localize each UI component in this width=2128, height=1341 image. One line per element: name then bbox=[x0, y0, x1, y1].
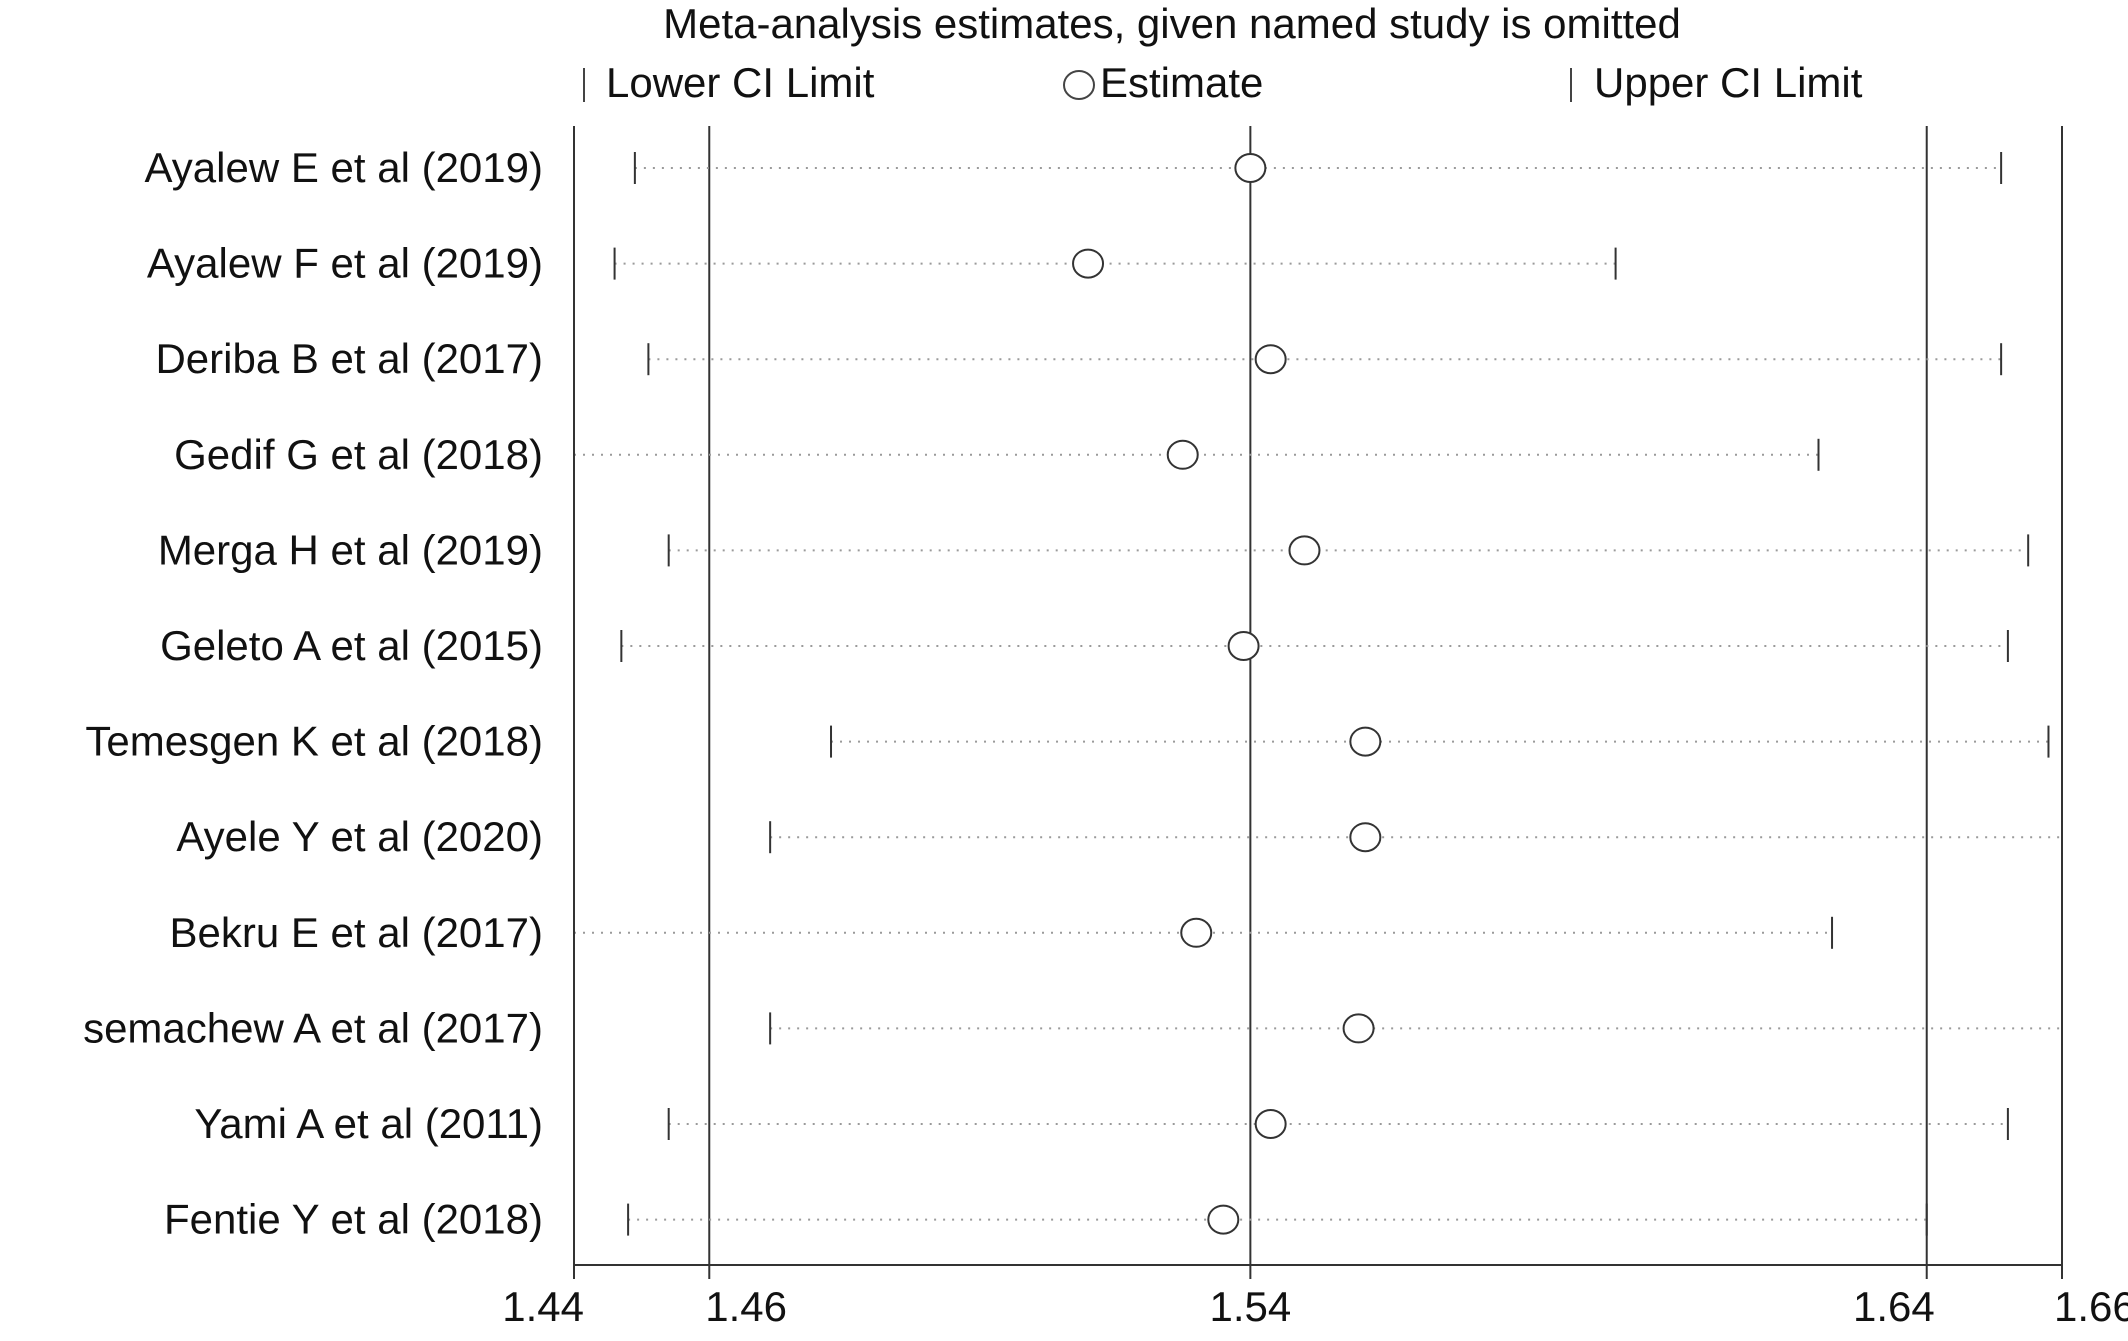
legend-estimate-circle bbox=[1063, 70, 1095, 100]
study-label: Geleto A et al (2015) bbox=[160, 622, 543, 669]
estimate-marker bbox=[1288, 535, 1321, 566]
study-label: Ayalew F et al (2019) bbox=[147, 240, 543, 287]
study-label: Ayele Y et al (2020) bbox=[176, 813, 543, 860]
study-label: Gedif G et al (2018) bbox=[174, 431, 543, 478]
estimate-marker bbox=[1227, 631, 1260, 661]
estimate-marker bbox=[1349, 726, 1382, 757]
estimate-marker bbox=[1342, 1013, 1375, 1044]
estimate-marker bbox=[1234, 153, 1267, 183]
x-tick-label: 1.54 bbox=[1209, 1283, 1291, 1330]
x-tick-label: 1.66 bbox=[2054, 1283, 2128, 1330]
estimate-marker bbox=[1207, 1204, 1240, 1235]
estimate-marker bbox=[1072, 248, 1105, 279]
study-label: Merga H et al (2019) bbox=[158, 526, 543, 573]
estimate-marker bbox=[1254, 344, 1287, 375]
estimate-marker bbox=[1349, 822, 1382, 853]
estimate-marker bbox=[1180, 917, 1213, 948]
study-label: Bekru E et al (2017) bbox=[169, 909, 543, 956]
legend-upper-label: Upper CI Limit bbox=[1594, 59, 1863, 106]
x-tick-label: 1.64 bbox=[1853, 1283, 1935, 1330]
chart-title: Meta-analysis estimates, given named stu… bbox=[663, 0, 1681, 47]
x-tick-label: 1.46 bbox=[705, 1283, 787, 1330]
study-label: Fentie Y et al (2018) bbox=[164, 1196, 543, 1243]
legend-estimate-label: Estimate bbox=[1100, 59, 1263, 106]
study-label: Deriba B et al (2017) bbox=[155, 335, 543, 382]
study-label: Yami A et al (2011) bbox=[194, 1100, 543, 1147]
study-label: semachew A et al (2017) bbox=[83, 1004, 543, 1051]
study-label: Ayalew E et al (2019) bbox=[145, 144, 543, 191]
legend: Lower CI Limit Estimate Upper CI Limit bbox=[583, 59, 1863, 106]
estimate-marker bbox=[1166, 439, 1199, 470]
plot-area: 1.44 1.46 1.54 1.64 1.66 Ayalew E et al (2019… bbox=[83, 126, 2128, 1330]
legend-lower-label: Lower CI Limit bbox=[606, 59, 875, 106]
estimate-marker bbox=[1254, 1109, 1287, 1139]
study-label: Temesgen K et al (2018) bbox=[85, 718, 543, 765]
x-tick-label: 1.44 bbox=[502, 1283, 584, 1330]
